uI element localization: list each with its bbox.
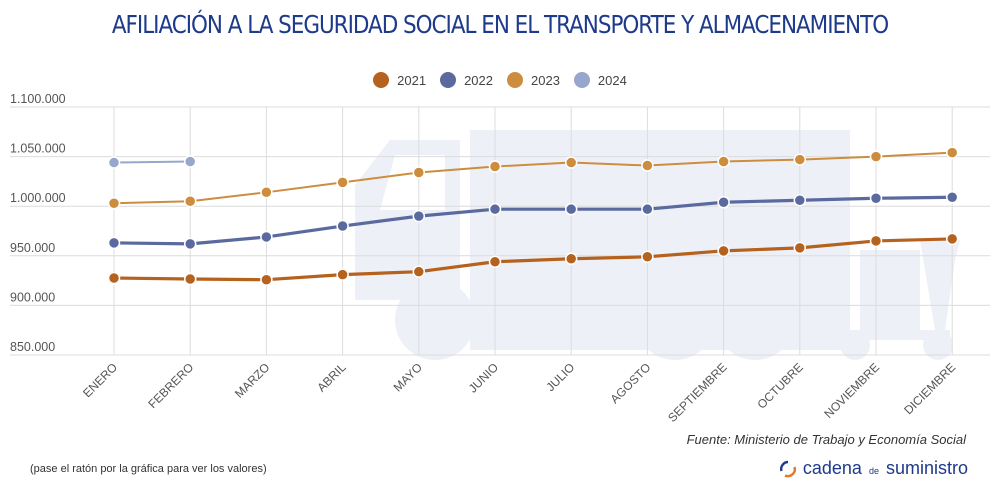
legend-item-2022[interactable]: 2022 [440,72,493,88]
data-point-2023[interactable] [945,146,959,159]
legend: 2021 2022 2023 2024 [0,72,1000,88]
data-point-2021[interactable] [564,252,578,266]
data-point-2024[interactable] [183,155,197,168]
data-point-2022[interactable] [336,219,349,233]
data-point-2022[interactable] [945,191,959,204]
data-point-2021[interactable] [869,234,883,248]
legend-label: 2024 [597,72,627,88]
series-2023 [107,146,959,210]
y-tick-label: 1.100.000 [10,92,66,106]
circular-arrows-icon [779,460,796,477]
x-tick-label: DICIEMBRE [901,360,958,417]
data-point-2021[interactable] [183,272,197,286]
data-point-2023[interactable] [336,176,349,189]
x-tick-label: ENERO [80,360,120,400]
source-note: Fuente: Ministerio de Trabajo y Economía… [686,432,966,447]
data-point-2023[interactable] [793,153,807,166]
x-tick-label: OCTUBRE [755,360,806,411]
legend-swatch [507,72,523,88]
data-point-2023[interactable] [412,166,426,179]
x-tick-label: NOVIEMBRE [821,360,882,421]
x-tick-label: SEPTIEMBRE [665,360,730,425]
series-group [107,146,959,286]
data-point-2021[interactable] [945,232,959,246]
data-point-2022[interactable] [869,192,883,205]
data-point-2023[interactable] [488,160,502,173]
data-point-2023[interactable] [717,155,730,168]
data-point-2022[interactable] [107,236,121,250]
data-point-2022[interactable] [488,202,502,216]
x-tick-label: MARZO [232,360,273,401]
x-tick-label: AGOSTO [607,360,653,406]
data-point-2022[interactable] [260,230,273,244]
data-point-2023[interactable] [869,150,883,163]
data-point-2021[interactable] [488,255,502,269]
data-point-2021[interactable] [336,268,349,281]
y-tick-label: 1.050.000 [10,142,66,156]
data-point-2021[interactable] [260,273,273,286]
series-line-2023 [113,151,953,205]
x-tick-label: JUNIO [466,360,501,395]
legend-label: 2021 [397,72,427,88]
brand-name-part3: suministro [885,458,968,478]
data-point-2024[interactable] [107,156,121,169]
data-point-2021[interactable] [107,271,121,285]
series-2021 [107,232,959,286]
truck-icon [355,130,960,360]
x-axis: ENERO FEBRERO MARZO ABRIL MAYO JUNIO JULIO AGOS… [80,360,958,425]
brand-logo[interactable]: cadena de suministro [779,458,968,479]
data-point-2023[interactable] [183,194,197,208]
legend-swatch [440,72,457,88]
legend-item-2021[interactable]: 2021 [373,72,426,88]
data-point-2023[interactable] [260,186,273,199]
y-axis: 850.000 900.000 950.000 1.000.000 1.050.000 1… [10,92,66,354]
brand-name-part1: cadena [802,458,862,478]
legend-label: 2023 [531,72,560,88]
legend-label: 2022 [464,72,493,88]
data-point-2022[interactable] [717,195,730,209]
data-point-2021[interactable] [793,241,807,255]
y-tick-label: 950.000 [10,241,55,255]
brand-name-part2: de [868,466,879,476]
y-tick-label: 1.000.000 [10,191,66,205]
legend-item-2024[interactable]: 2024 [573,72,627,88]
data-point-2021[interactable] [641,250,654,264]
hover-hint: (pase el ratón por la gráfica para ver l… [30,463,267,475]
grid [10,106,990,356]
x-tick-label: MAYO [391,360,425,394]
series-2022 [107,191,959,251]
data-point-2022[interactable] [412,209,426,223]
data-point-2022[interactable] [183,237,197,251]
series-2024 [107,155,197,169]
y-tick-label: 850.000 [10,340,55,354]
data-point-2022[interactable] [793,193,807,207]
y-tick-label: 900.000 [10,290,55,304]
data-point-2021[interactable] [412,265,426,278]
data-point-2022[interactable] [641,202,654,216]
data-point-2023[interactable] [641,159,654,172]
data-point-2021[interactable] [717,244,730,258]
data-point-2022[interactable] [564,202,578,216]
series-line-2022 [113,195,953,246]
legend-swatch [373,72,390,88]
series-line-2024 [113,160,191,164]
data-point-2023[interactable] [564,156,578,169]
x-tick-label: ABRIL [314,360,349,395]
legend-swatch [573,72,590,88]
x-tick-label: JULIO [543,360,577,394]
x-tick-label: FEBRERO [145,360,196,411]
series-line-2021 [113,237,953,282]
chart-title: AFILIACIÓN A LA SEGURIDAD SOCIAL EN EL T… [111,10,889,39]
data-point-2023[interactable] [107,196,121,210]
legend-item-2023[interactable]: 2023 [507,72,560,88]
